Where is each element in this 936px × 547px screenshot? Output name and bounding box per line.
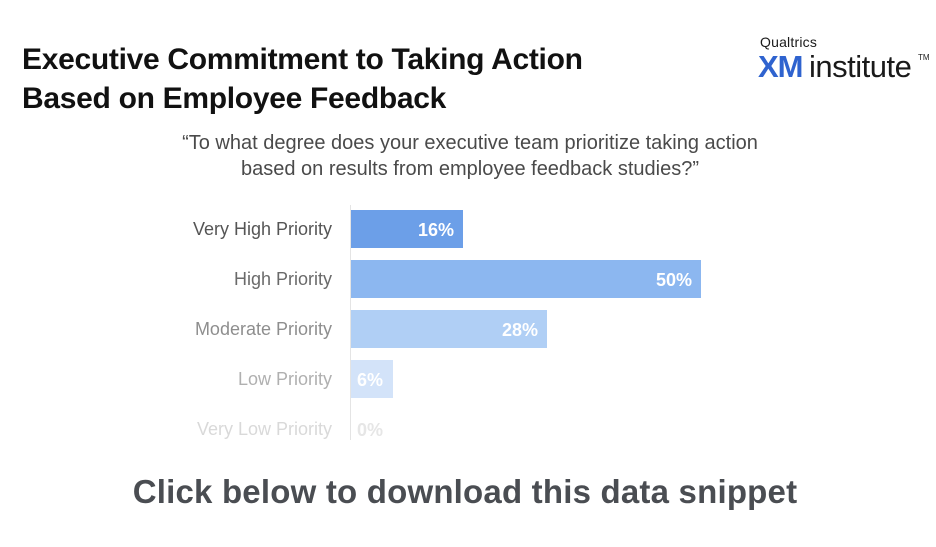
- value-label: 6%: [357, 370, 383, 390]
- chart-title-line-2: Based on Employee Feedback: [22, 82, 447, 115]
- bar: [351, 210, 463, 248]
- survey-question-line-2: based on results from employee feedback …: [240, 158, 700, 180]
- category-label: Moderate Priority: [195, 319, 332, 339]
- value-label: 28%: [502, 320, 538, 340]
- value-label: 16%: [418, 220, 454, 240]
- survey-question-line-1: “To what degree does your executive team…: [182, 132, 758, 154]
- qualtrics-xm-institute-logo: Qualtrics XM institute TM: [758, 34, 933, 84]
- value-label: 50%: [656, 270, 692, 290]
- bar: [351, 260, 701, 298]
- bar: [351, 360, 393, 398]
- logo-institute-text: institute: [809, 49, 912, 84]
- logo-xm-text: XM: [758, 49, 803, 84]
- chart-title: Executive Commitment to Taking Action Ba…: [22, 40, 702, 118]
- value-label: 0%: [357, 420, 383, 440]
- survey-question: “To what degree does your executive team…: [120, 130, 820, 182]
- chart-title-line-1: Executive Commitment to Taking Action: [22, 43, 583, 76]
- priority-bar-chart: Very High Priority 16% High Priority 50% Mod…: [193, 205, 701, 440]
- download-cta-text[interactable]: Click below to download this data snippe…: [132, 473, 798, 510]
- category-label: Very High Priority: [193, 219, 332, 239]
- bar: [351, 310, 547, 348]
- category-label: Very Low Priority: [197, 419, 332, 439]
- category-label: High Priority: [234, 269, 332, 289]
- logo-trademark: TM: [918, 53, 930, 62]
- category-label: Low Priority: [238, 369, 332, 389]
- logo-brand-text: Qualtrics: [760, 34, 818, 50]
